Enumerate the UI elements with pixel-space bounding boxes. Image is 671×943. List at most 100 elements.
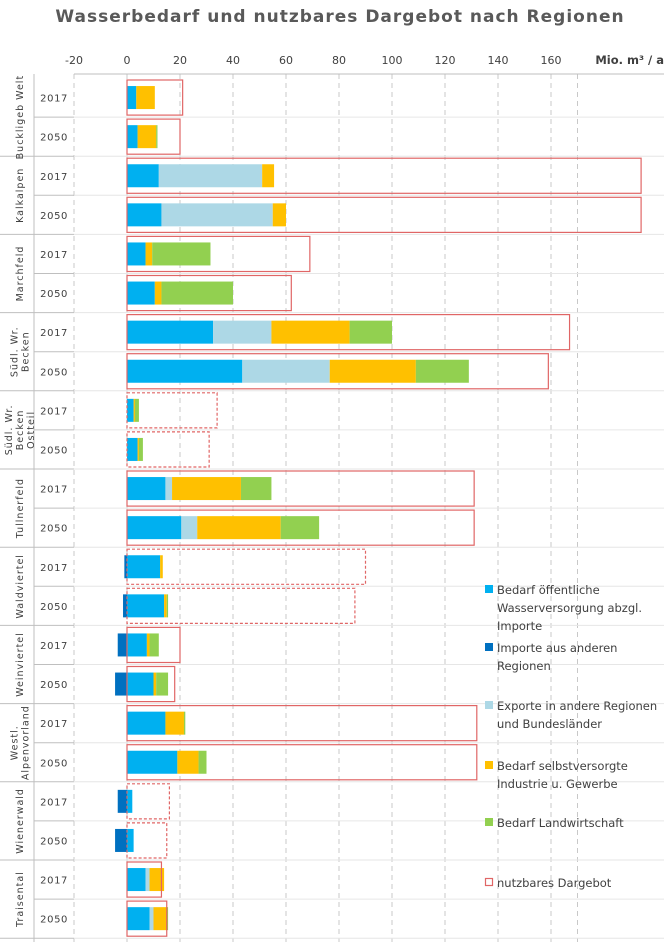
bar-segment-ind: [154, 281, 162, 305]
region-label: Becken: [15, 410, 26, 451]
x-axis-ticks: -20 0 20 40 60 80 100 120 140 160: [65, 54, 561, 67]
bar-segment-exp: [181, 516, 198, 540]
bar-segment-lw: [156, 125, 158, 149]
region-label: Südl. Wr.: [10, 326, 21, 377]
x-tick-label: 0: [124, 54, 131, 67]
chart-title: Wasserbedarf und nutzbares Dargebot nach…: [55, 7, 624, 27]
year-label: 2050: [40, 133, 68, 144]
dargebot-outline: [126, 157, 642, 194]
bar-segment-ind: [164, 594, 167, 618]
bar-segment-ind: [145, 242, 153, 266]
bar-segment-lw: [138, 437, 143, 461]
bar-segment-ind: [149, 868, 165, 892]
bar-segment-oeff: [127, 320, 214, 344]
year-label: 2017: [40, 641, 68, 652]
year-label: 2050: [40, 367, 68, 378]
bar-segment-lw: [152, 242, 211, 266]
legend-label: Bedarf Landwirtschaft: [497, 816, 624, 830]
x-tick-label: 60: [279, 54, 293, 67]
year-label: 2017: [40, 406, 68, 417]
bar-segment-oeff: [127, 359, 243, 383]
x-tick-label: 120: [435, 54, 456, 67]
bar-segment-ind: [160, 555, 163, 579]
bar-segment-importe: [115, 828, 127, 852]
bar-segment-ind: [272, 203, 286, 227]
bar-segment-oeff: [127, 242, 146, 266]
legend-label: Industrie u. Gewerbe: [497, 777, 618, 791]
bar-segment-lw: [161, 281, 233, 305]
bar-segment-ind: [262, 164, 275, 188]
region-label: Ostteil: [26, 411, 37, 449]
year-label: 2050: [40, 289, 68, 300]
bar-segment-oeff: [127, 86, 137, 110]
legend: Bedarf öffentliche Wasserversorgung abzgl…: [484, 583, 657, 890]
bar-segment-lw: [349, 320, 392, 344]
bar-segment-lw: [198, 750, 207, 774]
bar-segment-ind: [197, 516, 281, 540]
bar-segment-importe: [115, 672, 127, 696]
bar-segment-oeff: [127, 594, 165, 618]
bar-segment-ind: [137, 125, 157, 149]
legend-swatch-imp: [485, 643, 493, 651]
year-label: 2050: [40, 836, 68, 847]
x-axis-unit-label: Mio. m³ / a: [595, 53, 664, 67]
bar-segment-importe: [117, 633, 127, 657]
bar-area: [115, 79, 642, 937]
dargebot-outline: [126, 118, 181, 155]
bar-segment-oeff: [127, 516, 182, 540]
year-label: 2017: [40, 172, 68, 183]
category-labels: 2017 2050 Buckligeb Welt 2017 2050 Kalkalpen 2…: [4, 75, 68, 928]
bar-segment-oeff: [127, 555, 161, 579]
bar-segment-ind: [172, 477, 241, 501]
bar-segment-ind: [329, 359, 416, 383]
bar-segment-exp: [242, 359, 330, 383]
x-tick-label: 40: [226, 54, 240, 67]
bar-segment-oeff: [127, 672, 154, 696]
bar-segment-lw: [240, 477, 272, 501]
bar-segment-lw: [156, 672, 169, 696]
legend-label: und Bundesländer: [497, 717, 602, 731]
dargebot-outline: [126, 314, 571, 351]
dargebot-outline: [126, 431, 210, 468]
bar-segment-ind: [177, 750, 199, 774]
bar-segment-exp: [161, 203, 273, 227]
bar-segment-ind: [165, 711, 184, 735]
dargebot-outline: [126, 861, 163, 898]
year-label: 2017: [40, 797, 68, 808]
bar-segment-lw: [134, 398, 139, 422]
legend-label: nutzbares Dargebot: [497, 876, 612, 890]
bar-segment-lw: [166, 907, 169, 931]
bar-segment-oeff: [127, 907, 150, 931]
legend-swatch-oeff: [485, 585, 493, 593]
year-label: 2050: [40, 915, 68, 926]
bar-segment-oeff: [127, 398, 134, 422]
dargebot-outline: [126, 587, 356, 624]
bar-segment-lw: [183, 711, 186, 735]
bar-segment-lw: [166, 594, 169, 618]
region-label: Südl. Wr.: [4, 405, 15, 456]
x-tick-label: 100: [382, 54, 403, 67]
x-tick-label: 140: [488, 54, 509, 67]
region-label: Alpenvorland: [21, 705, 32, 780]
x-tick-label: -20: [65, 54, 83, 67]
bar-segment-oeff: [127, 437, 138, 461]
bar-segment-lw: [280, 516, 320, 540]
bar-segment-lw: [415, 359, 469, 383]
dargebot-outline: [126, 470, 475, 507]
legend-label: Exporte in andere Regionen: [497, 699, 657, 713]
dargebot-outline: [126, 665, 176, 703]
year-label: 2017: [40, 250, 68, 261]
year-label: 2050: [40, 211, 68, 222]
dargebot-outline: [126, 274, 292, 312]
bar-segment-oeff: [127, 789, 133, 813]
bar-segment-oeff: [127, 203, 162, 227]
year-label: 2017: [40, 485, 68, 496]
bar-segment-ind: [271, 320, 350, 344]
bar-segment-importe: [123, 594, 127, 618]
dargebot-outline: [126, 626, 181, 664]
bar-segment-oeff: [127, 281, 155, 305]
bar-segment-ind: [136, 86, 155, 110]
dargebot-outline: [126, 509, 475, 546]
year-label: 2017: [40, 719, 68, 730]
